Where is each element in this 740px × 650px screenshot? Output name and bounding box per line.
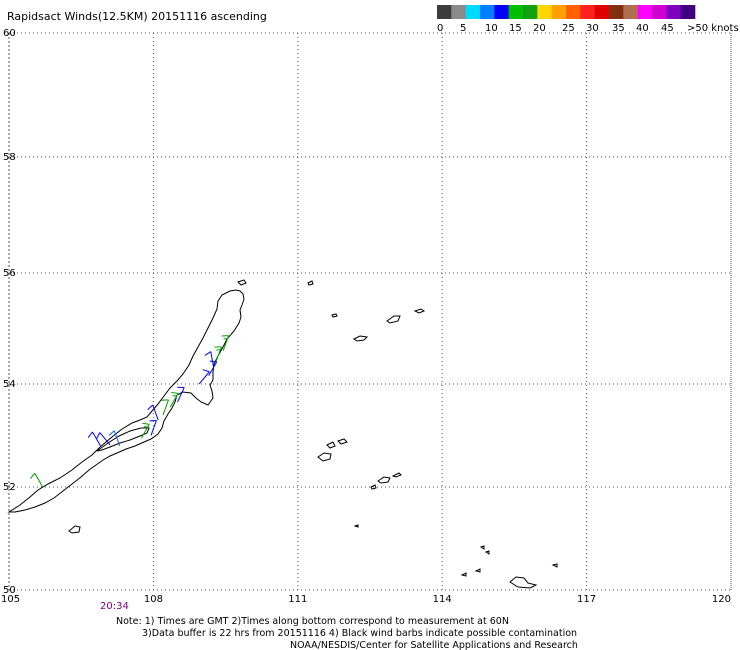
wind-barbs (30, 335, 230, 488)
lake-15 (484, 550, 490, 555)
legend-tick-label: 15 (509, 23, 522, 34)
legend-swatch (623, 5, 638, 19)
legend-swatch (451, 5, 466, 19)
speed-legend (437, 5, 696, 19)
wind-barb (149, 419, 157, 436)
lake-18 (551, 563, 558, 568)
lat-tick-label: 54 (3, 379, 16, 390)
lake-3 (386, 315, 401, 324)
note-line-1: Note: 1) Times are GMT 2)Times along bot… (116, 616, 509, 627)
legend-swatch (594, 5, 610, 19)
legend-swatch (437, 5, 452, 19)
map-frame (8, 32, 732, 591)
legend-tick-label: 10 (485, 23, 498, 34)
legend-tick-label: 30 (586, 23, 599, 34)
legend-tick-label: 5 (460, 23, 466, 34)
lake-1 (307, 280, 314, 286)
graticule (8, 32, 732, 591)
legend-tick-label: 40 (636, 23, 649, 34)
wind-barb (147, 404, 159, 421)
legend-swatch (551, 5, 567, 19)
lat-tick-label: 58 (3, 152, 16, 163)
wind-barb (221, 335, 230, 351)
legend-swatch (523, 5, 538, 19)
axis-labels: 105 108 111 114 117 120 60 58 56 54 52 50 (1, 28, 731, 605)
lake-19 (509, 576, 538, 589)
wind-barb (177, 386, 185, 403)
lake-7 (337, 438, 348, 445)
legend-swatch (480, 5, 495, 19)
lake-9 (377, 476, 391, 484)
legend-swatch (566, 5, 581, 19)
lake-13 (353, 524, 359, 528)
lake-baikal-inner-coast (96, 427, 150, 452)
wind-barb (204, 351, 215, 368)
time-label: 20:34 (100, 601, 129, 612)
wind-barb (87, 431, 101, 447)
note-line-2: 3)Data buffer is 22 hrs from 20151116 4)… (142, 628, 577, 639)
lon-tick-label: 117 (577, 594, 596, 605)
legend-tick-label: 35 (612, 23, 625, 34)
wind-barb (108, 430, 121, 446)
legend-swatch (508, 5, 524, 19)
coastlines (7, 279, 558, 589)
lake-2 (331, 313, 338, 318)
legend-swatch (465, 5, 481, 19)
legend-tick-label: 45 (661, 23, 674, 34)
note-line-3: NOAA/NESDIS/Center for Satellite Applica… (290, 640, 578, 650)
legend-tick-label: >50 knots (687, 23, 739, 34)
wind-barb (30, 472, 44, 488)
lake-baikal-outline (7, 289, 245, 513)
legend-swatch (666, 5, 681, 19)
lat-tick-label: 56 (3, 268, 16, 279)
lake-14 (479, 545, 485, 550)
lake-10 (391, 472, 402, 478)
lake-11 (370, 484, 377, 490)
lon-tick-label: 114 (433, 594, 452, 605)
lake-6 (326, 441, 336, 449)
lat-tick-label: 60 (3, 28, 16, 39)
legend-tick-label: 25 (562, 23, 575, 34)
lake-16 (474, 568, 481, 573)
wind-barb (208, 360, 218, 376)
legend-swatch (580, 5, 595, 19)
wind-barb (169, 391, 179, 408)
wind-barb (161, 399, 169, 416)
map-title: Rapidsact Winds(12.5KM) 20151116 ascendi… (7, 10, 267, 23)
speed-legend-labels: 0 5 10 15 20 25 30 35 40 45 >50 knots (437, 23, 739, 34)
north-tip (237, 279, 247, 286)
lon-tick-label: 105 (1, 594, 20, 605)
legend-swatch (680, 5, 696, 19)
lon-tick-label: 111 (288, 594, 307, 605)
wind-barb (96, 432, 111, 446)
legend-swatch (537, 5, 552, 19)
legend-tick-label: 20 (533, 23, 546, 34)
legend-swatch (637, 5, 653, 19)
lake-8 (317, 452, 332, 462)
lake-5 (353, 335, 369, 342)
wind-barb (214, 346, 222, 362)
legend-tick-label: 0 (437, 23, 443, 34)
legend-swatch (652, 5, 667, 19)
wind-barb (198, 369, 210, 385)
lat-tick-label: 52 (3, 482, 16, 493)
legend-swatch (609, 5, 624, 19)
lake-12 (68, 525, 81, 534)
lake-4 (413, 308, 426, 314)
lon-tick-label: 108 (144, 594, 163, 605)
lat-tick-label: 50 (3, 585, 16, 596)
lake-17 (460, 572, 467, 577)
legend-swatch (494, 5, 509, 19)
lon-tick-label: 120 (712, 594, 731, 605)
wind-barb (140, 422, 150, 439)
